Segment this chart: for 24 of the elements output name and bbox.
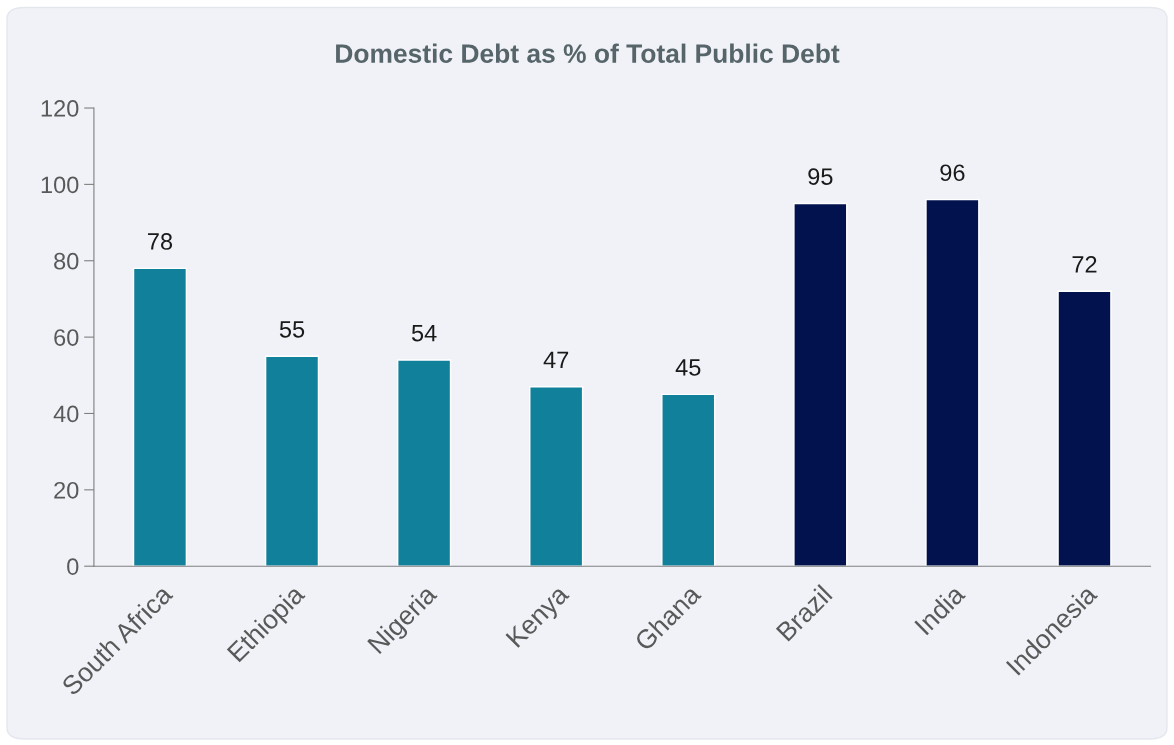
data-label: 96 [940, 164, 965, 182]
bar [1057, 290, 1112, 567]
bar [529, 386, 584, 567]
data-label: 55 [279, 321, 305, 338]
bar [132, 267, 188, 567]
data-label: 47 [543, 351, 569, 368]
y-tick-label: 60 [54, 329, 79, 346]
data-label: 72 [1072, 256, 1097, 273]
bar [661, 393, 716, 567]
data-label: 78 [148, 233, 173, 250]
y-tick-label: 100 [41, 176, 79, 194]
bar [396, 359, 452, 567]
data-label: 45 [675, 359, 701, 376]
y-tick-label: 20 [54, 481, 79, 499]
bar [793, 202, 848, 567]
data-label: 95 [808, 168, 833, 185]
y-tick-label: 80 [54, 252, 79, 270]
bar [925, 198, 980, 567]
y-tick-label: 40 [53, 405, 79, 423]
data-label: 54 [411, 324, 437, 342]
y-tick-label: 0 [67, 558, 79, 575]
chart-title: Domestic Debt as % of Total Public Debt [336, 43, 840, 63]
bar [264, 355, 320, 567]
y-tick-label: 120 [41, 100, 79, 117]
